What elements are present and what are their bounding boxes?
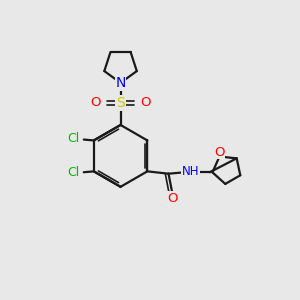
Text: O: O <box>167 192 177 205</box>
Text: NH: NH <box>182 165 199 178</box>
Text: S: S <box>116 96 125 110</box>
Text: O: O <box>140 96 151 110</box>
Text: O: O <box>214 146 225 159</box>
Text: O: O <box>91 96 101 110</box>
Text: Cl: Cl <box>67 166 80 179</box>
Text: Cl: Cl <box>67 133 80 146</box>
Text: N: N <box>116 76 126 90</box>
